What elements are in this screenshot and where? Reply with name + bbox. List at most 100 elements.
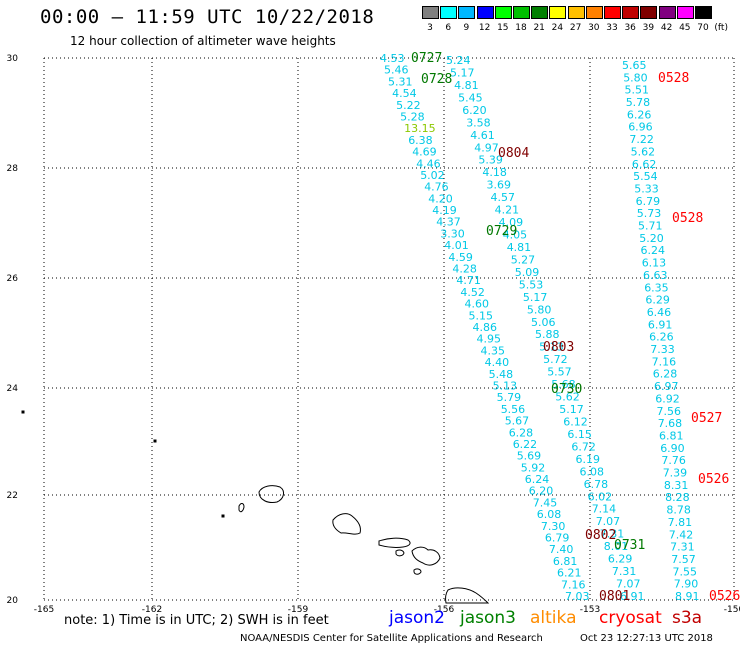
lat-tick-label: 24 xyxy=(7,384,19,394)
wave-height-value: 4.19 xyxy=(432,204,457,217)
wave-height-value: 7.33 xyxy=(650,343,675,356)
wave-height-value: 4.61 xyxy=(470,129,495,142)
wave-height-value: 8.28 xyxy=(665,491,690,504)
legend-label: 12 xyxy=(478,23,491,33)
legend-swatch xyxy=(604,6,621,19)
pass-time-label: 0730 xyxy=(551,382,582,397)
wave-height-value: 7.55 xyxy=(673,565,698,578)
wave-height-value: 5.06 xyxy=(531,316,556,329)
chart-title: 00:00 – 11:59 UTC 10/22/2018 xyxy=(40,6,375,28)
wave-height-value: 5.62 xyxy=(555,391,580,404)
wave-height-value: 8.78 xyxy=(666,504,691,517)
wave-height-value: 6.78 xyxy=(584,478,609,491)
wave-height-value: 6.46 xyxy=(647,306,672,319)
pass-time-label: 0527 xyxy=(691,411,722,426)
wave-height-value: 5.22 xyxy=(396,99,421,112)
wave-height-value: 6.13 xyxy=(642,257,667,270)
islet-3 xyxy=(221,514,225,518)
legend-swatch xyxy=(676,6,694,19)
pass-time-label: 0727 xyxy=(411,51,442,66)
wave-height-value: 6.35 xyxy=(644,281,669,294)
lat-tick-label: 30 xyxy=(7,54,19,64)
wave-height-value: 4.35 xyxy=(481,344,506,357)
legend-label: 21 xyxy=(533,23,545,33)
wave-height-value: 4.37 xyxy=(436,216,461,229)
wave-height-value: 8.91 xyxy=(675,590,700,603)
wave-height-value: 6.79 xyxy=(636,195,661,208)
wave-height-value: 6.29 xyxy=(645,294,670,307)
wave-height-value: 7.76 xyxy=(661,454,686,467)
mission-label-jason2: jason2 xyxy=(389,608,445,628)
wave-height-value: 4.09 xyxy=(499,216,523,229)
lon-tick-label: -153 xyxy=(580,605,600,615)
legend-label: 45 xyxy=(679,23,691,33)
wave-height-value: 4.71 xyxy=(456,274,481,287)
islet-1 xyxy=(21,410,25,414)
wave-height-value: 6.15 xyxy=(567,428,592,441)
wave-height-value: 6.28 xyxy=(653,368,678,381)
wave-height-value: 5.67 xyxy=(505,415,530,428)
wave-height-value: 6.62 xyxy=(632,158,657,171)
wave-height-value: 4.81 xyxy=(507,241,532,254)
wave-height-value: 5.54 xyxy=(633,170,658,183)
wave-height-value: 5.24 xyxy=(446,54,471,67)
lon-tick-label: -165 xyxy=(34,605,54,615)
track-b-values: 5.245.174.815.456.203.584.614.975.394.18… xyxy=(446,54,645,603)
wave-height-value: 6.92 xyxy=(655,392,680,405)
wave-height-value: 7.56 xyxy=(657,405,682,418)
wave-height-value: 7.03 xyxy=(565,590,590,603)
legend-label: 39 xyxy=(642,23,655,33)
lon-tick-label: -156 xyxy=(434,605,455,615)
map-grid xyxy=(43,57,735,601)
wave-height-value: 5.69 xyxy=(517,450,542,463)
wave-height-value: 7.90 xyxy=(674,578,699,591)
wave-height-value: 6.81 xyxy=(659,430,684,443)
legend-label: 15 xyxy=(497,23,509,33)
legend-label: 42 xyxy=(660,23,673,33)
lat-tick-label: 22 xyxy=(7,491,18,501)
wave-height-value: 4.95 xyxy=(477,333,502,346)
wave-height-value: 3.30 xyxy=(440,227,465,240)
wave-height-value: 5.79 xyxy=(497,391,521,404)
island-oahu xyxy=(332,513,361,535)
wave-height-value: 4.54 xyxy=(392,87,417,100)
wave-height-value: 6.24 xyxy=(641,244,666,257)
legend-label: 30 xyxy=(588,23,600,33)
wave-height-value: 7.14 xyxy=(592,503,617,516)
wave-height-value: 6.91 xyxy=(648,318,673,331)
wave-height-value: 6.72 xyxy=(571,440,596,453)
wave-height-value: 5.68 xyxy=(551,378,576,391)
wave-height-value: 6.38 xyxy=(408,134,433,147)
wave-height-value: 7.45 xyxy=(533,496,558,509)
mission-label-cryosat: cryosat xyxy=(599,608,662,628)
legend-swatch xyxy=(422,6,439,19)
track-c-values: 5.655.805.515.786.266.967.225.626.625.54… xyxy=(622,59,700,603)
pass-time-label: 0803 xyxy=(543,340,574,355)
axis-tick-labels: -165 -162 -159 -156 -153 -150 30 28 26 24 22 20 xyxy=(7,54,740,615)
island-hawaii xyxy=(445,587,490,604)
wave-height-value: 5.31 xyxy=(388,75,413,88)
wave-height-value: 6.20 xyxy=(529,485,554,498)
lon-tick-label: -162 xyxy=(142,605,162,615)
lat-tick-label: 20 xyxy=(7,596,19,606)
wave-height-value: 4.28 xyxy=(452,263,477,276)
legend-label: 24 xyxy=(551,23,564,33)
wave-height-value: 7.07 xyxy=(596,515,621,528)
wave-height-value: 6.91 xyxy=(620,590,645,603)
wave-height-value: 5.72 xyxy=(543,353,568,366)
wave-height-value: 4.05 xyxy=(503,229,528,242)
legend-swatch xyxy=(494,6,512,19)
wave-height-value: 6.81 xyxy=(553,555,578,568)
pass-time-label: 0526 xyxy=(698,472,729,487)
lat-tick-label: 28 xyxy=(7,164,19,174)
legend-label: 27 xyxy=(569,23,582,33)
wave-height-value: 7.40 xyxy=(549,543,574,556)
wave-height-value: 5.73 xyxy=(637,207,662,220)
pass-time-label: 0731 xyxy=(614,538,645,553)
islet-2 xyxy=(153,439,157,443)
island-kauai xyxy=(258,485,285,503)
wave-height-value: 13.15 xyxy=(404,122,436,135)
wave-height-value: 4.21 xyxy=(495,204,519,217)
wave-height-value: 6.90 xyxy=(660,442,685,455)
